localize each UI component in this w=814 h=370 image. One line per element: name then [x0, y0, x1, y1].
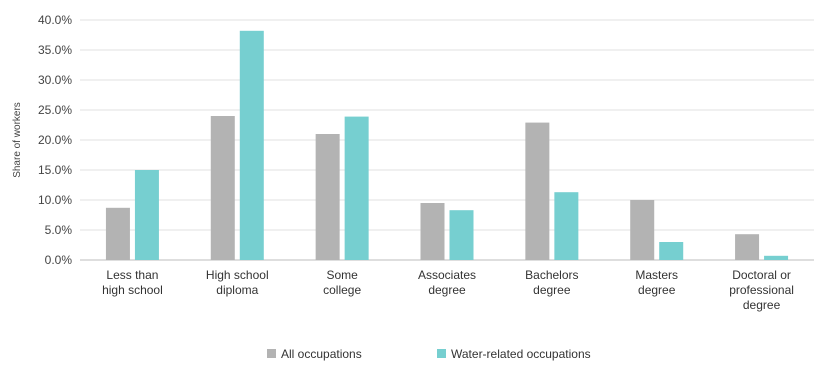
y-tick-label: 15.0% [38, 163, 72, 177]
bar-water-related [554, 192, 579, 260]
gridlines [80, 19, 814, 261]
bar-water-related [449, 210, 474, 260]
legend-swatch [437, 349, 446, 358]
bar-all-occupations [420, 203, 445, 260]
bar-water-related [764, 255, 789, 260]
y-tick-label: 20.0% [38, 133, 72, 147]
bar-water-related [239, 30, 264, 260]
y-axis-label: Share of workers [12, 102, 23, 178]
y-tick-label: 0.0% [45, 253, 73, 267]
bar-water-related [344, 116, 369, 260]
bar-all-occupations [315, 134, 340, 260]
y-tick-label: 10.0% [38, 193, 72, 207]
bar-water-related [134, 170, 159, 260]
y-tick-label: 25.0% [38, 103, 72, 117]
y-tick-label: 30.0% [38, 73, 72, 87]
legend: All occupations Water-related occupations [267, 347, 591, 361]
y-tick-labels: 0.0% 5.0% 10.0% 15.0% 20.0% 25.0% 30.0% 35.0% 40… [38, 13, 72, 267]
x-category-label: High school diploma [206, 268, 269, 297]
bar-all-occupations [525, 122, 550, 260]
bar-all-occupations [630, 200, 655, 260]
x-category-label: Associates degree [418, 268, 476, 297]
x-category-label: Masters degree [635, 268, 678, 297]
x-category-label: Less than high school [102, 268, 163, 297]
bar-all-occupations [210, 116, 235, 260]
legend-swatch [267, 349, 276, 358]
y-tick-label: 5.0% [45, 223, 73, 237]
bar-all-occupations [735, 234, 760, 260]
x-category-label: Some college [323, 268, 361, 297]
x-category-label: Doctoral or professional degree [729, 268, 794, 312]
bars [105, 30, 789, 260]
legend-label: Water-related occupations [451, 347, 591, 361]
bar-water-related [659, 242, 684, 260]
bar-all-occupations [105, 207, 130, 260]
legend-label: All occupations [281, 347, 362, 361]
y-tick-label: 35.0% [38, 43, 72, 57]
x-category-label: Bachelors degree [525, 268, 578, 297]
x-category-labels: Less than high school High school diploma So… [102, 268, 794, 312]
y-tick-label: 40.0% [38, 13, 72, 27]
